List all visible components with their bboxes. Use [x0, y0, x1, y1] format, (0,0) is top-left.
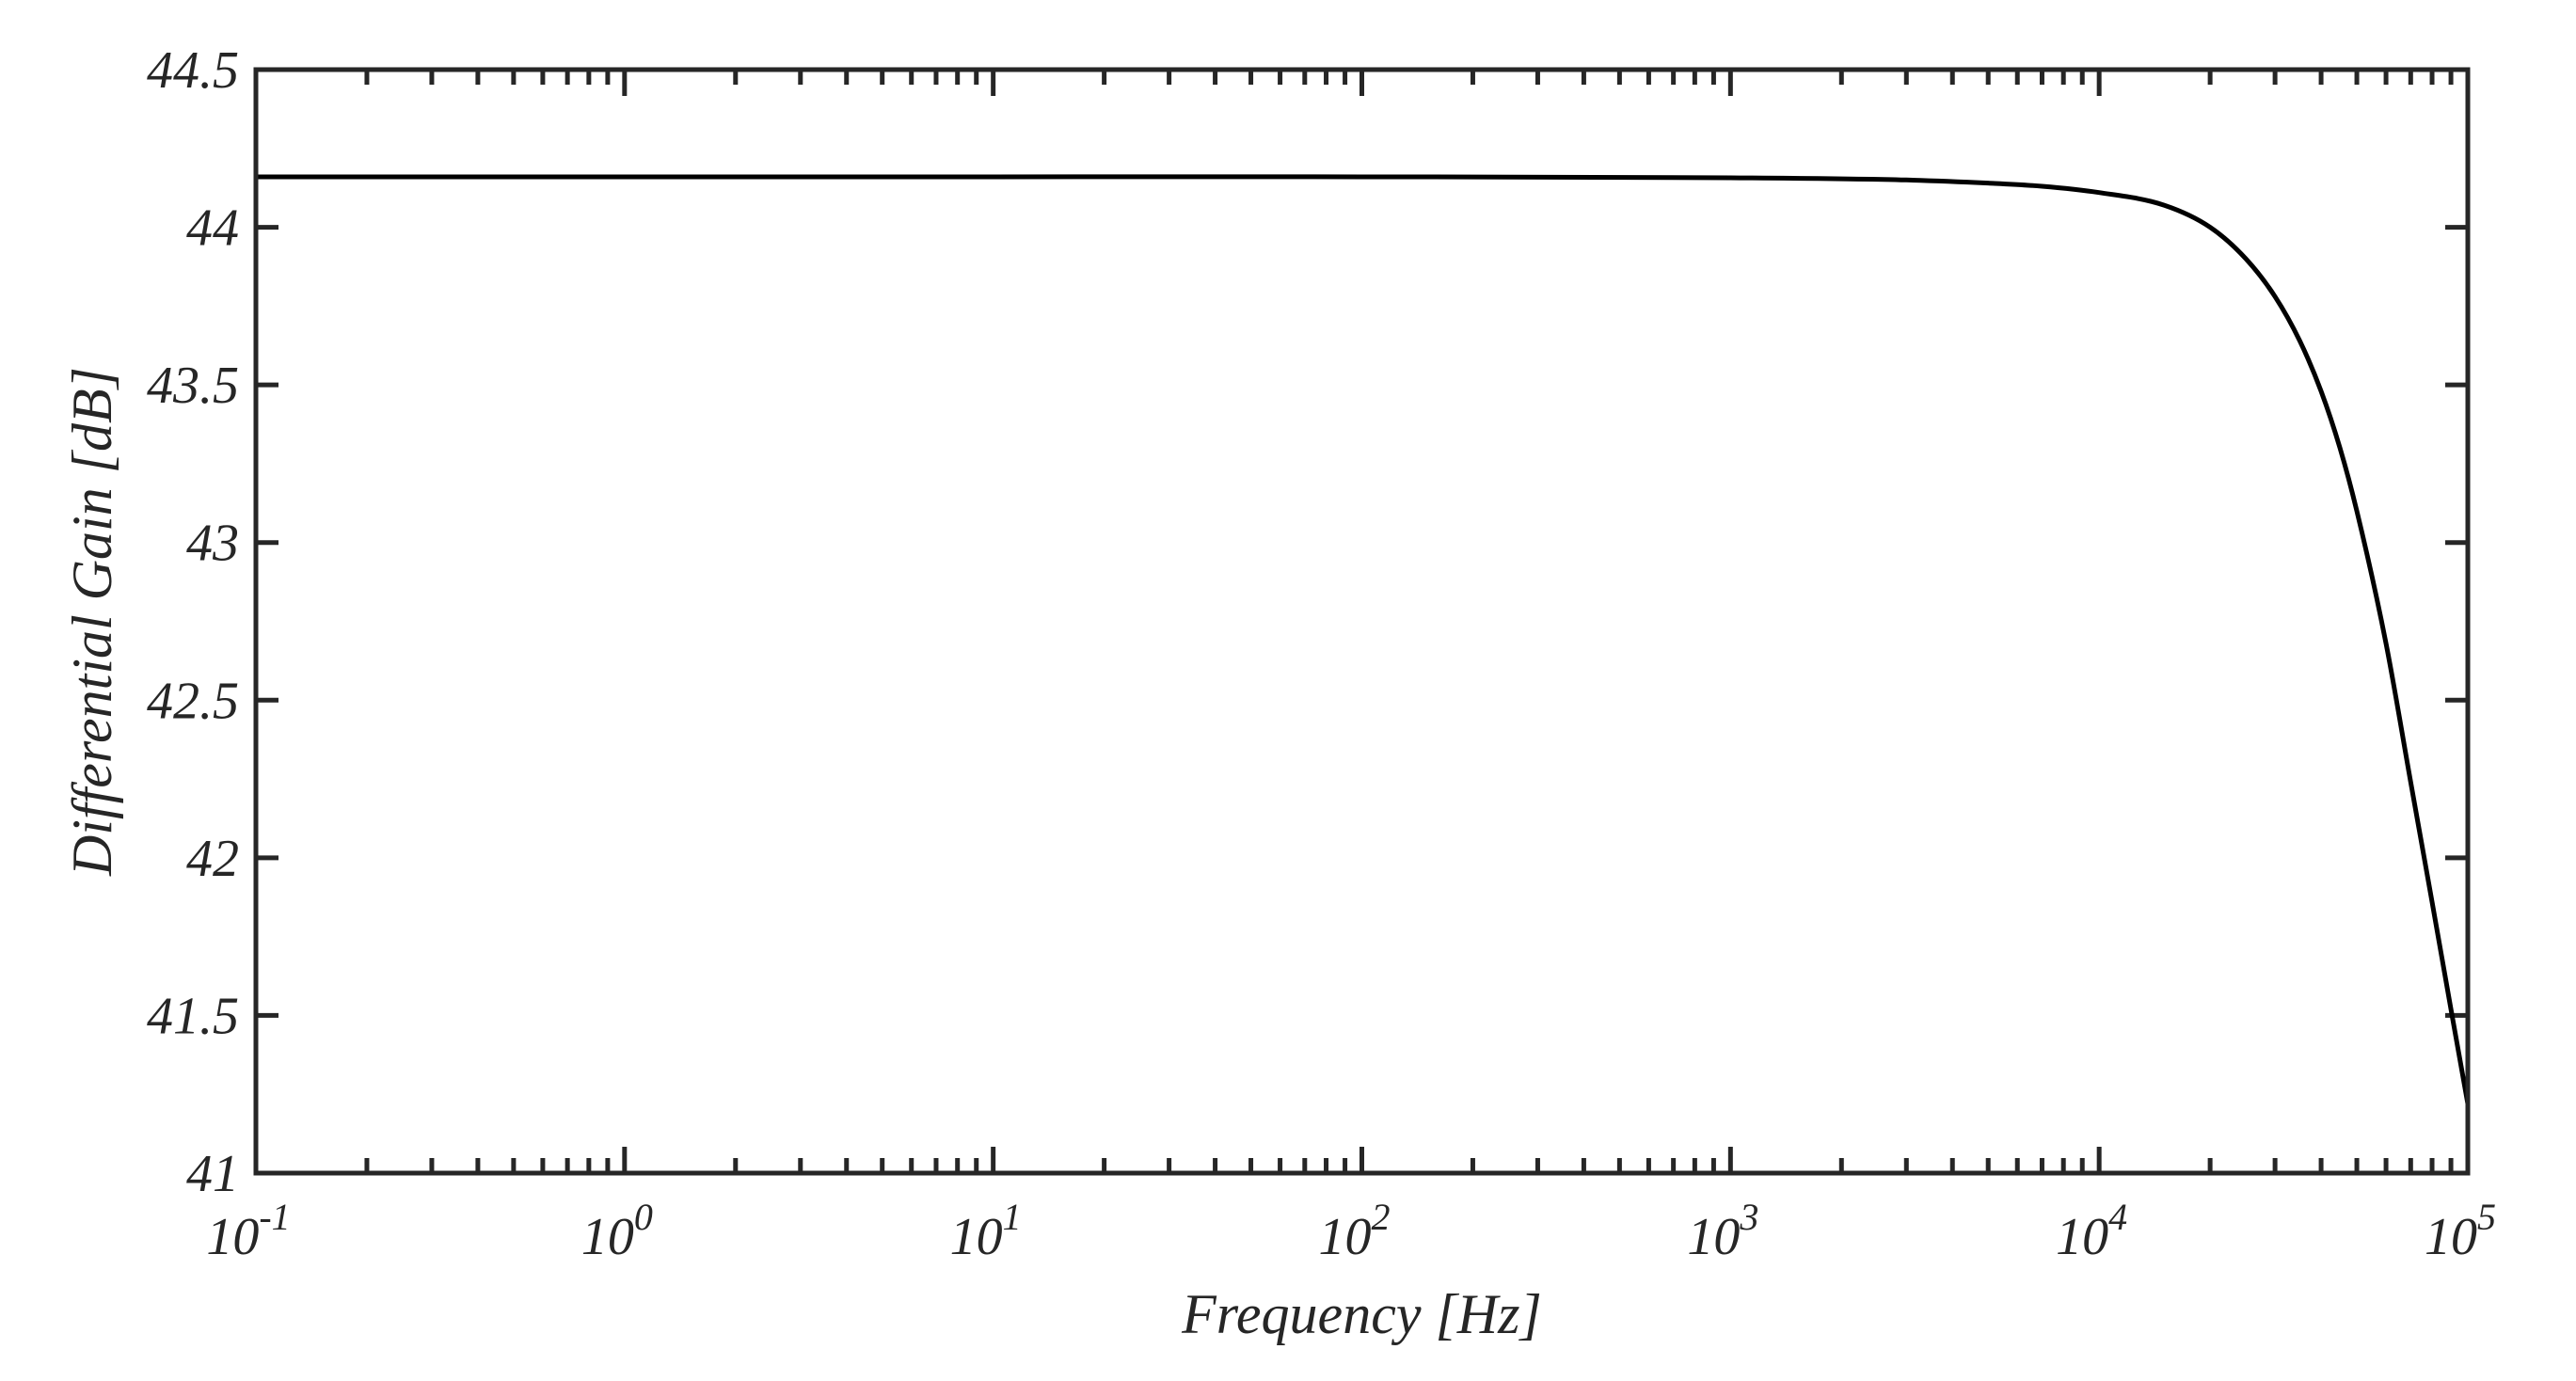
y-tick-label: 44 [186, 199, 239, 258]
x-tick-exponent: -1 [259, 1196, 290, 1238]
y-tick-label: 41.5 [147, 987, 239, 1045]
x-tick-label: 102 [1319, 1196, 1391, 1266]
x-tick-base: 10 [2056, 1208, 2108, 1266]
x-tick-base: 10 [1687, 1208, 1740, 1266]
y-tick-labels: 41 41.5 42 42.5 43 43.5 44 44.5 [147, 41, 239, 1203]
x-tick-base: 10 [1319, 1208, 1372, 1266]
x-tick-label: 104 [2056, 1196, 2127, 1266]
plot-frame [253, 67, 2471, 1176]
x-axis-label: Frequency [Hz] [1181, 1283, 1542, 1345]
x-tick-exponent: 5 [2477, 1196, 2496, 1238]
y-tick-label: 43 [186, 515, 239, 573]
x-tick-exponent: 0 [634, 1196, 653, 1238]
y-axis-label: Differential Gain [dB] [61, 367, 123, 877]
x-tick-label: 105 [2425, 1196, 2496, 1266]
x-tick-label: 101 [950, 1196, 1022, 1266]
x-tick-label: 103 [1687, 1196, 1758, 1266]
x-tick-base: 10 [2425, 1208, 2477, 1266]
x-tick-base: 10 [950, 1208, 1003, 1266]
axis-ticks [253, 67, 2471, 1176]
series-line-differential-gain [255, 174, 2471, 1104]
x-tick-labels: 10-1 100 101 102 103 104 105 [206, 1196, 2496, 1266]
x-tick-exponent: 1 [1003, 1196, 1022, 1238]
y-tick-label: 44.5 [147, 41, 239, 100]
y-tick-label: 42.5 [147, 672, 239, 730]
x-tick-label: 10-1 [206, 1196, 290, 1266]
y-tick-label: 42 [186, 830, 239, 888]
x-tick-exponent: 4 [2108, 1196, 2127, 1238]
y-tick-label: 43.5 [147, 357, 239, 415]
x-tick-label: 100 [581, 1196, 653, 1266]
x-tick-base: 10 [206, 1208, 259, 1266]
x-tick-exponent: 2 [1372, 1196, 1391, 1238]
y-tick-label: 41 [186, 1145, 239, 1203]
x-tick-base: 10 [581, 1208, 634, 1266]
x-tick-exponent: 3 [1739, 1196, 1758, 1238]
